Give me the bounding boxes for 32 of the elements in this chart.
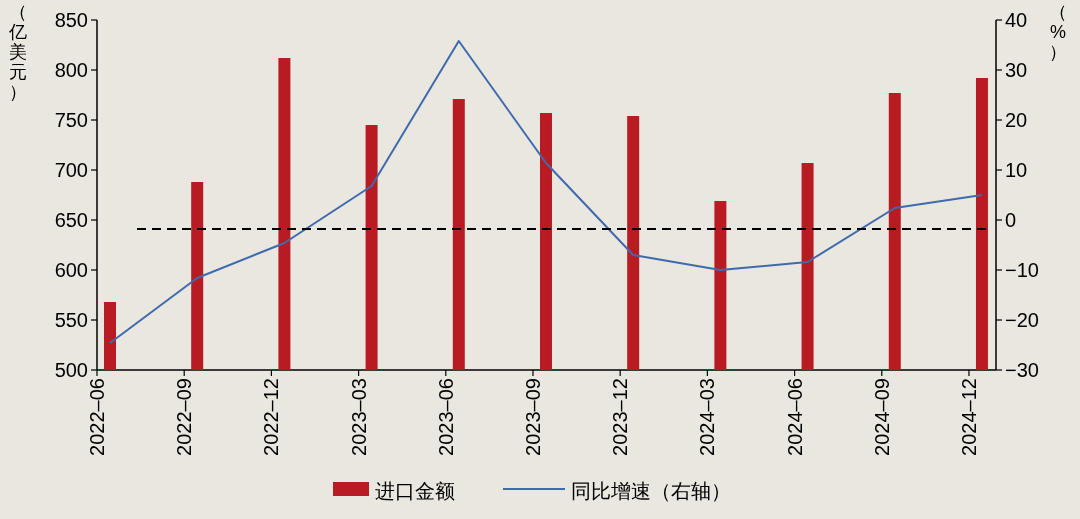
y-tick-label: 700 — [54, 159, 88, 181]
y-tick-label: 550 — [54, 309, 88, 331]
y2-tick-label: 20 — [1005, 109, 1028, 131]
x-tick-label: 2022–09 — [173, 378, 196, 456]
x-tick-label: 2024–12 — [957, 378, 980, 456]
x-tick-label: 2023–09 — [521, 378, 544, 456]
y2-tick-label: −30 — [1005, 359, 1039, 381]
legend-label: 同比增速（右轴） — [571, 480, 731, 502]
y2-tick-label: −20 — [1005, 309, 1039, 331]
y2-tick-label: 10 — [1005, 159, 1028, 181]
y-tick-label: 750 — [54, 109, 88, 131]
x-tick-label: 2022–06 — [86, 378, 108, 456]
x-tick-label: 2024–09 — [870, 378, 893, 456]
y-tick-label: 850 — [54, 9, 88, 31]
y-tick-label: 500 — [54, 359, 88, 381]
x-tick-label: 2023–06 — [434, 378, 457, 456]
y-axis-title: （亿美元） — [8, 2, 27, 102]
x-tick-label: 2023–03 — [347, 378, 370, 456]
y2-tick-label: −10 — [1005, 259, 1039, 281]
y-tick-label: 800 — [54, 59, 88, 81]
y-tick-label: 600 — [54, 259, 88, 281]
y2-axis-title: （%） — [1049, 2, 1067, 62]
x-tick-label: 2022–12 — [260, 378, 283, 456]
y2-tick-label: 30 — [1005, 59, 1028, 81]
x-tick-label: 2024–03 — [696, 378, 719, 456]
x-tick-label: 2024–06 — [783, 378, 806, 456]
legend-label: 进口金额 — [375, 480, 455, 502]
y-tick-label: 650 — [54, 209, 88, 231]
y2-tick-label: 40 — [1005, 9, 1028, 31]
x-tick-label: 2023–12 — [609, 378, 632, 456]
y2-tick-label: 0 — [1005, 209, 1017, 231]
line-series — [109, 40, 983, 344]
